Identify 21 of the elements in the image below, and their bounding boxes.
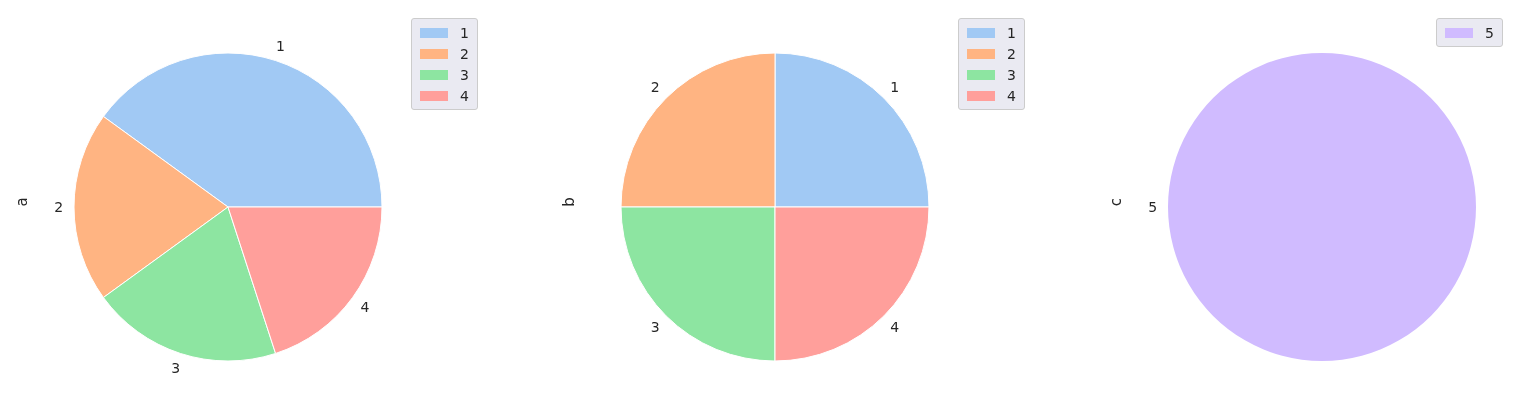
legend-label: 1 xyxy=(1007,24,1016,41)
slice-label: 1 xyxy=(890,79,900,96)
slice-label: 4 xyxy=(890,318,900,335)
legend-label: 3 xyxy=(1007,66,1016,83)
slice-label: 1 xyxy=(275,37,285,54)
slice-label: 3 xyxy=(171,360,181,377)
legend-label: 4 xyxy=(460,87,469,104)
legend-label: 3 xyxy=(460,66,469,83)
text: b xyxy=(560,197,578,207)
slice-label: 2 xyxy=(54,199,64,215)
slice-label: 4 xyxy=(360,298,370,315)
text: a xyxy=(13,197,31,207)
slice-label: 2 xyxy=(650,79,660,96)
legend-label: 1 xyxy=(460,24,469,41)
slice-label: 5 xyxy=(1148,199,1158,215)
text: c xyxy=(1107,197,1125,207)
legend-label: 5 xyxy=(1485,24,1494,41)
legend-label: 4 xyxy=(1007,87,1016,104)
legend-label: 2 xyxy=(460,45,469,62)
slice-label: 3 xyxy=(650,318,660,335)
legend-label: 2 xyxy=(1007,45,1016,62)
